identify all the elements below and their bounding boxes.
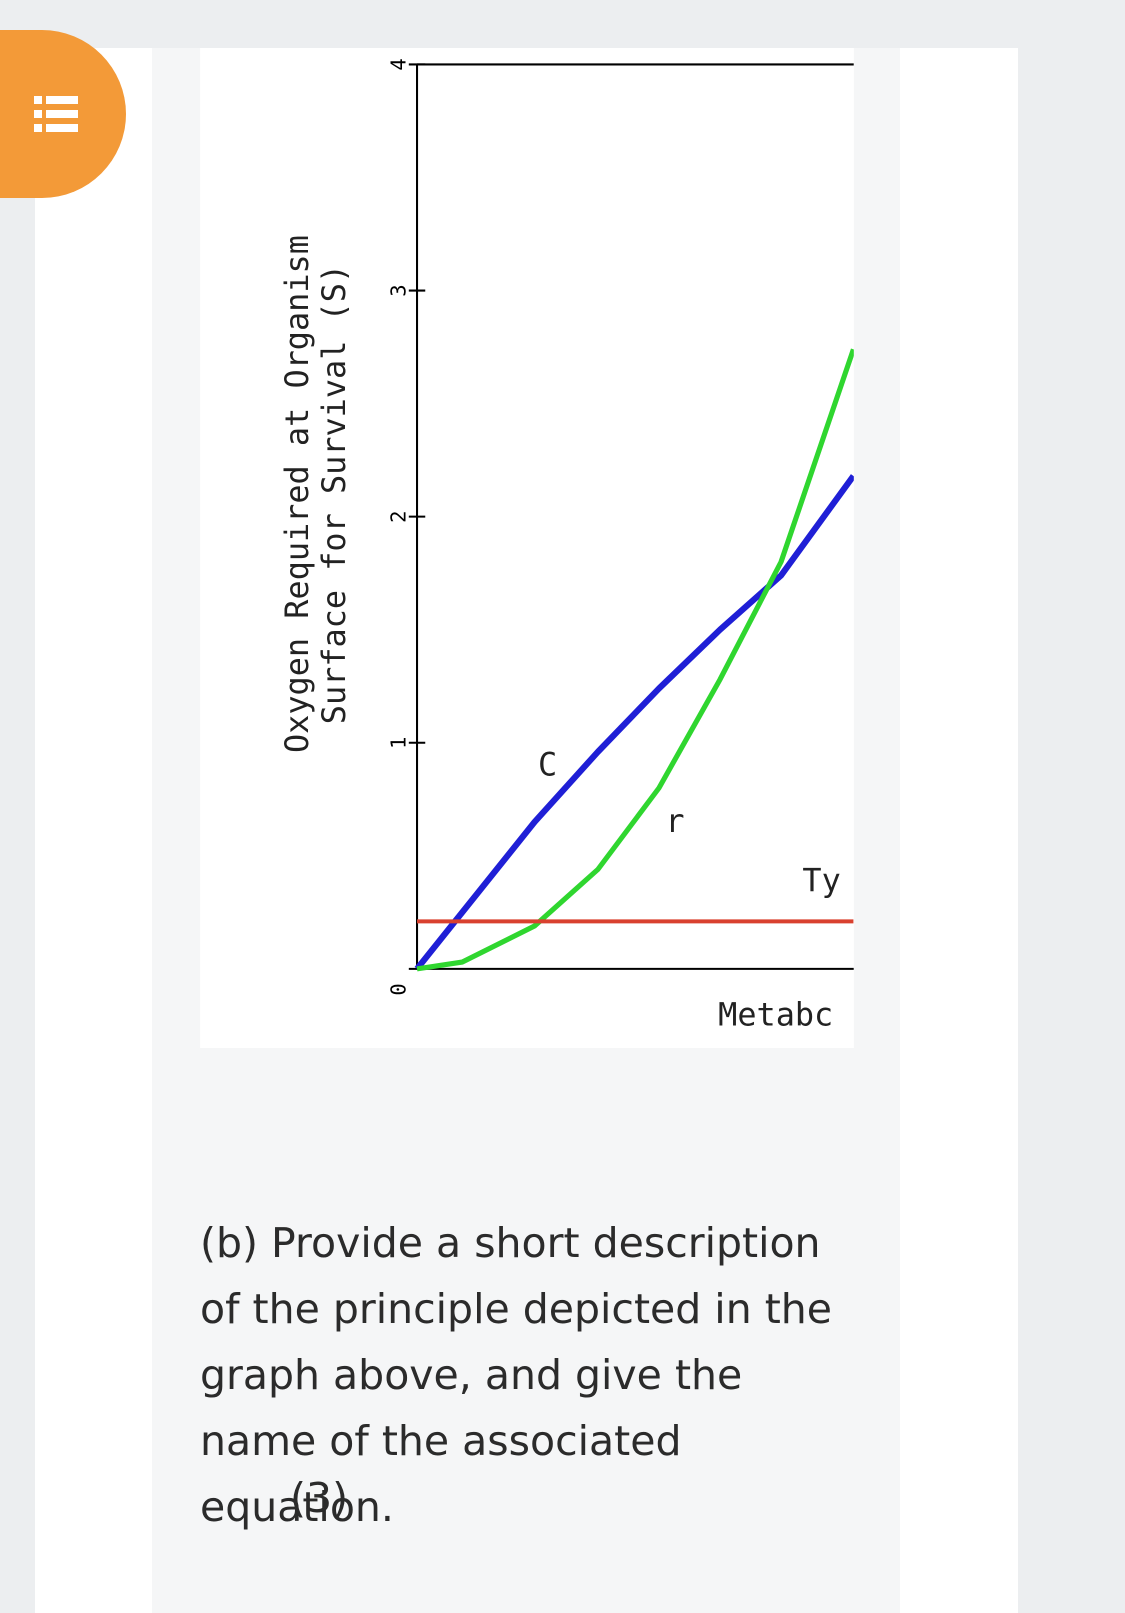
y-tick-label: 1 [387, 737, 411, 749]
y-axis-label: Surface for Survival (S) [315, 264, 353, 724]
question-text: (b) Provide a short description of the p… [200, 1219, 832, 1531]
chart-background [200, 48, 854, 1048]
curve-label: C [538, 745, 557, 783]
series-line [416, 348, 854, 972]
question-marks: (3) [290, 1474, 349, 1522]
menu-icon [34, 96, 78, 132]
chart: 0 1 2 3 4 Oxygen Required at OrganismSurface … [200, 48, 854, 1048]
curve-label: r [665, 802, 684, 840]
curve-label: Ty [802, 862, 840, 900]
y-tick-label: 3 [387, 284, 411, 296]
y-tick-label: 0 [387, 983, 411, 995]
menu-button[interactable] [0, 30, 126, 198]
y-axis-label: Oxygen Required at Organism [278, 235, 316, 753]
y-tick-label: 4 [387, 58, 411, 70]
y-tick-label: 2 [387, 510, 411, 522]
x-axis-label: Metabc [718, 995, 833, 1033]
